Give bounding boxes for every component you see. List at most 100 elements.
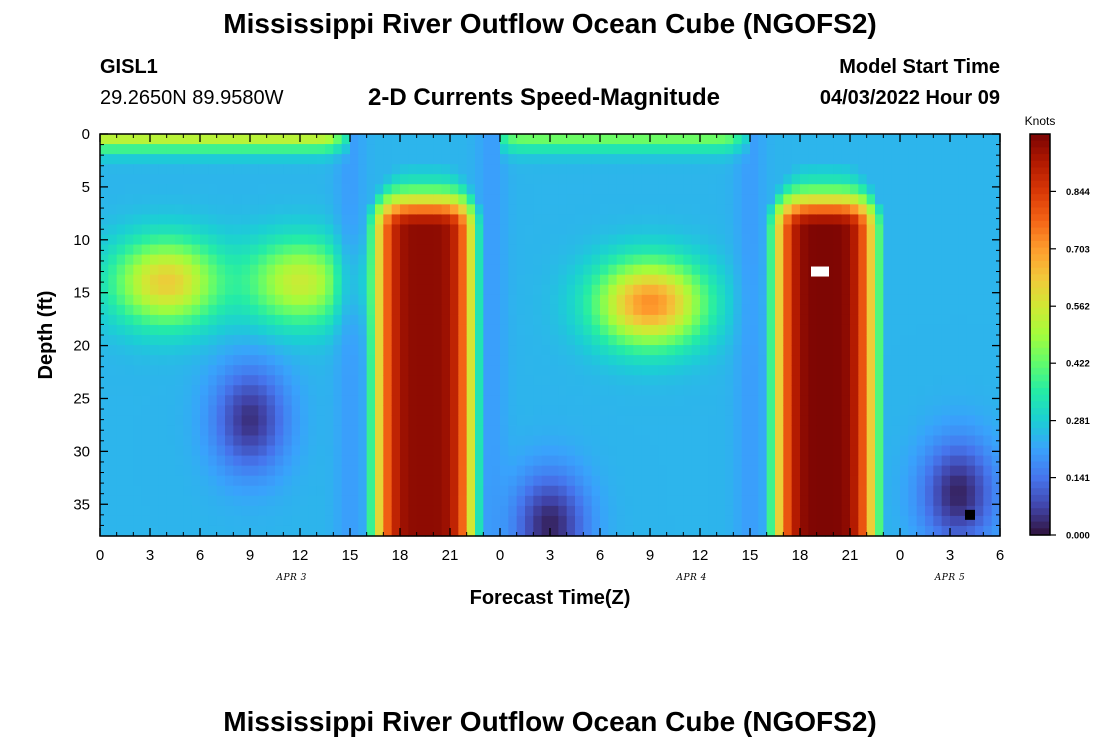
heatmap-cell <box>858 324 868 336</box>
heatmap-cell <box>391 355 401 366</box>
colorbar-swatch <box>1030 160 1050 169</box>
heatmap-cell <box>916 335 926 346</box>
colorbar-swatch <box>1030 468 1050 476</box>
heatmap-cell <box>250 355 259 366</box>
heatmap-cell <box>283 204 293 215</box>
heatmap-cell <box>991 254 1001 266</box>
heatmap-cell <box>775 294 784 306</box>
heatmap-cell <box>666 425 676 437</box>
heatmap-cell <box>133 144 143 155</box>
heatmap-cell <box>516 495 526 507</box>
heatmap-cell <box>383 314 393 326</box>
heatmap-cell <box>158 465 168 477</box>
heatmap-cell <box>100 345 109 356</box>
heatmap-cell <box>566 314 576 326</box>
heatmap-cell <box>416 294 426 306</box>
heatmap-cell <box>558 224 568 236</box>
heatmap-cell <box>825 174 834 185</box>
heatmap-cell <box>175 495 184 507</box>
heatmap-cell <box>325 415 334 427</box>
heatmap-cell <box>700 435 709 447</box>
colorbar-tick-label: 0.844 <box>1066 187 1090 198</box>
heatmap-cell <box>516 385 526 396</box>
heatmap-cell <box>525 224 534 236</box>
heatmap-cell <box>900 345 909 356</box>
heatmap-cell <box>200 224 209 236</box>
heatmap-cell <box>583 304 593 316</box>
heatmap-cell <box>350 254 359 266</box>
heatmap-cell <box>583 164 593 175</box>
heatmap-cell <box>725 294 734 306</box>
heatmap-cell <box>108 164 118 175</box>
heatmap-cell <box>408 365 418 376</box>
heatmap-cell <box>241 495 251 507</box>
heatmap-cell <box>475 475 484 487</box>
heatmap-cell <box>275 154 284 165</box>
heatmap-cell <box>450 365 459 376</box>
heatmap-cell <box>400 274 409 286</box>
heatmap-cell <box>233 254 243 266</box>
heatmap-cell <box>508 335 518 346</box>
heatmap-cell <box>175 405 184 416</box>
heatmap-cell <box>758 355 768 366</box>
heatmap-cell <box>633 324 643 336</box>
heatmap-cell <box>650 485 659 497</box>
heatmap-cell <box>341 234 351 246</box>
heatmap-cell <box>441 395 451 406</box>
heatmap-cell <box>758 264 768 276</box>
heatmap-cell <box>783 214 793 226</box>
heatmap-cell <box>841 375 851 386</box>
heatmap-cell <box>391 234 401 246</box>
heatmap-cell <box>258 525 268 537</box>
x-tick-label: 15 <box>742 547 759 564</box>
heatmap-cell <box>783 234 793 246</box>
heatmap-cell <box>541 365 551 376</box>
heatmap-cell <box>983 194 993 205</box>
heatmap-cell <box>491 375 501 386</box>
heatmap-cell <box>241 345 251 356</box>
heatmap-cell <box>733 134 743 145</box>
heatmap-cell <box>325 335 334 346</box>
heatmap-cell <box>741 435 751 447</box>
heatmap-cell <box>708 465 718 477</box>
heatmap-cell <box>833 314 843 326</box>
heatmap-cell <box>966 244 976 256</box>
heatmap-cell <box>900 395 909 406</box>
heatmap-cell <box>866 495 876 507</box>
heatmap-cell <box>225 294 234 306</box>
heatmap-cell <box>650 284 659 296</box>
heatmap-cell <box>325 134 334 145</box>
heatmap-cell <box>375 345 384 356</box>
heatmap-cell <box>233 324 243 336</box>
heatmap-cell <box>816 294 826 306</box>
heatmap-cell <box>550 264 559 276</box>
heatmap-cell <box>566 365 576 376</box>
heatmap-cell <box>241 314 251 326</box>
heatmap-cell <box>366 224 376 236</box>
heatmap-cell <box>991 224 1001 236</box>
heatmap-cell <box>108 144 118 155</box>
heatmap-cell <box>150 134 159 145</box>
heatmap-cell <box>775 144 784 155</box>
heatmap-cell <box>975 405 984 416</box>
heatmap-cell <box>783 264 793 276</box>
heatmap-cell <box>858 365 868 376</box>
heatmap-cell <box>491 294 501 306</box>
heatmap-cell <box>383 365 393 376</box>
heatmap-cell <box>983 224 993 236</box>
heatmap-cell <box>425 485 434 497</box>
heatmap-cell <box>391 385 401 396</box>
heatmap-cell <box>200 304 209 316</box>
heatmap-cell <box>866 274 876 286</box>
heatmap-cell <box>383 465 393 477</box>
heatmap-cell <box>658 164 668 175</box>
heatmap-cell <box>166 395 176 406</box>
heatmap-cell <box>383 445 393 457</box>
heatmap-cell <box>200 204 209 215</box>
heatmap-cell <box>600 294 609 306</box>
heatmap-cell <box>416 335 426 346</box>
heatmap-cell <box>350 425 359 437</box>
heatmap-cell <box>250 254 259 266</box>
heatmap-cell <box>325 284 334 296</box>
heatmap-cell <box>575 144 584 155</box>
